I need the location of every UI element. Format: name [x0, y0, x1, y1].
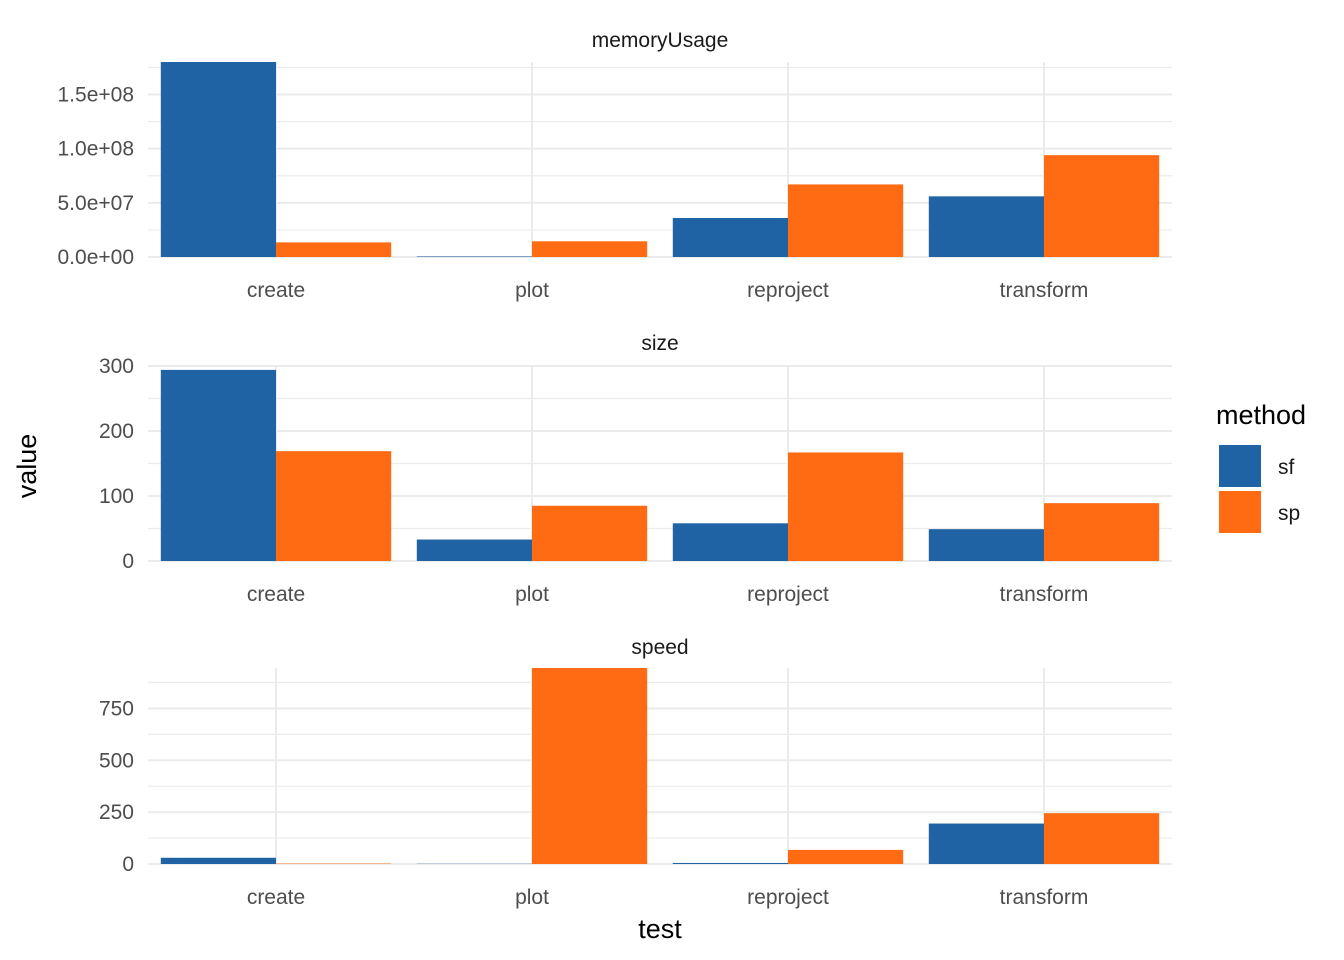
- x-tick-label: plot: [515, 583, 549, 606]
- y-tick-label: 100: [99, 485, 134, 508]
- x-tick-label: reproject: [747, 279, 829, 302]
- x-tick-label: reproject: [747, 886, 829, 909]
- bar-size-transform-sp: [1044, 503, 1160, 561]
- y-tick-label: 500: [99, 749, 134, 772]
- bar-size-plot-sp: [532, 505, 648, 561]
- bar-memoryUsage-transform-sf: [928, 196, 1044, 257]
- facet-panel-size: 0 100 200 300 create plot reproject transform si…: [99, 332, 1172, 606]
- bar-speed-plot-sp: [532, 668, 648, 864]
- bar-speed-reproject-sf: [672, 862, 788, 864]
- bar-memoryUsage-plot-sf: [416, 256, 532, 257]
- x-tick-label: plot: [515, 279, 549, 302]
- legend-label-sp: sp: [1278, 502, 1300, 525]
- legend-title: method: [1216, 400, 1306, 430]
- bar-memoryUsage-plot-sp: [532, 241, 648, 257]
- facet-title: memoryUsage: [592, 29, 729, 52]
- chart-panels: 0.0e+00 5.0e+07 1.0e+08 1.5e+08 create plot re…: [58, 29, 1172, 909]
- x-tick-label: create: [247, 886, 305, 909]
- y-tick-label: 0: [122, 550, 134, 573]
- y-tick-label: 0: [122, 853, 134, 876]
- facet-title: speed: [631, 636, 688, 659]
- facet-title: size: [641, 332, 678, 355]
- legend-key-sf: [1219, 445, 1261, 487]
- y-tick-label: 1.5e+08: [58, 84, 135, 107]
- x-tick-label: create: [247, 583, 305, 606]
- y-tick-label: 750: [99, 697, 134, 720]
- facet-panel-speed: 0 250 500 750 create plot reproject transform sp…: [99, 636, 1172, 909]
- legend-label-sf: sf: [1278, 456, 1295, 479]
- bar-size-reproject-sp: [788, 452, 904, 561]
- x-tick-label: transform: [1000, 279, 1089, 302]
- bar-speed-transform-sf: [928, 823, 1044, 864]
- bar-speed-transform-sp: [1044, 813, 1160, 864]
- bar-size-transform-sf: [928, 529, 1044, 561]
- bar-memoryUsage-reproject-sp: [788, 184, 904, 257]
- y-tick-label: 250: [99, 801, 134, 824]
- bar-size-plot-sf: [416, 539, 532, 561]
- y-axis-title: value: [12, 434, 42, 499]
- x-tick-label: create: [247, 279, 305, 302]
- bar-memoryUsage-create-sf: [160, 62, 276, 257]
- y-tick-label: 300: [99, 355, 134, 378]
- x-tick-label: reproject: [747, 583, 829, 606]
- bar-speed-create-sf: [160, 857, 276, 864]
- x-tick-label: plot: [515, 886, 549, 909]
- legend: method sf sp: [1216, 400, 1306, 533]
- bar-memoryUsage-reproject-sf: [672, 218, 788, 257]
- bar-speed-reproject-sp: [788, 849, 904, 864]
- y-tick-label: 200: [99, 420, 134, 443]
- legend-key-sp: [1219, 491, 1261, 533]
- y-tick-label: 1.0e+08: [58, 138, 135, 161]
- x-axis-title: test: [638, 914, 682, 944]
- bar-size-create-sp: [276, 451, 392, 561]
- y-tick-label: 5.0e+07: [58, 192, 135, 215]
- bar-memoryUsage-transform-sp: [1044, 155, 1160, 257]
- x-tick-label: transform: [1000, 583, 1089, 606]
- y-tick-label: 0.0e+00: [58, 246, 135, 269]
- bar-size-create-sf: [160, 369, 276, 561]
- facet-panel-memoryUsage: 0.0e+00 5.0e+07 1.0e+08 1.5e+08 create plot re…: [58, 29, 1172, 302]
- bar-size-reproject-sf: [672, 523, 788, 561]
- bar-memoryUsage-create-sp: [276, 242, 392, 257]
- x-tick-label: transform: [1000, 886, 1089, 909]
